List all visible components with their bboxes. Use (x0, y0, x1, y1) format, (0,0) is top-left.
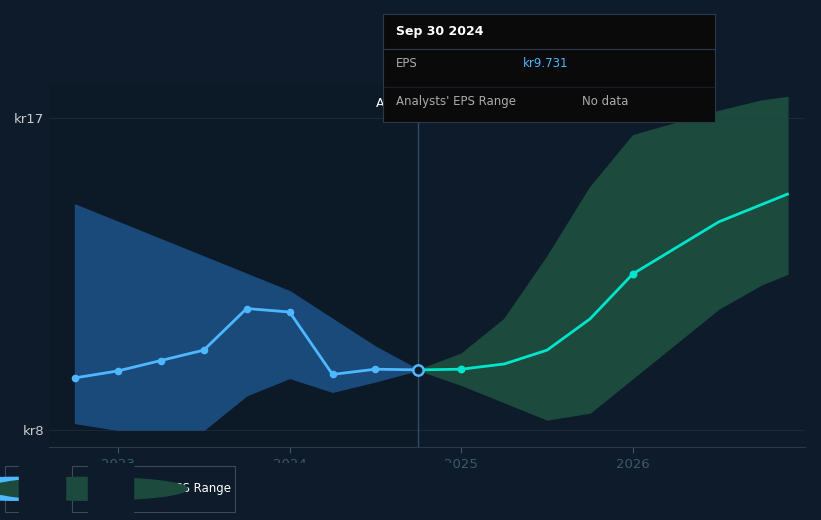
Text: No data: No data (582, 95, 629, 108)
Point (455, 365, 468, 373)
FancyBboxPatch shape (72, 466, 235, 512)
Bar (88, 465, 133, 512)
Bar (20, 465, 65, 512)
Text: EPS: EPS (43, 483, 65, 495)
Point (283, 308, 296, 316)
Point (68, 374, 81, 382)
Text: Analysts Forecasts: Analysts Forecasts (422, 97, 538, 110)
Text: Analysts' EPS Range: Analysts' EPS Range (397, 95, 516, 108)
Point (154, 356, 167, 365)
Point (112, 367, 125, 375)
Text: Sep 30 2024: Sep 30 2024 (397, 25, 484, 38)
Text: Actual: Actual (376, 97, 415, 110)
Circle shape (0, 477, 187, 500)
FancyBboxPatch shape (5, 466, 63, 512)
Bar (49, 83, 419, 447)
Text: Analysts' EPS Range: Analysts' EPS Range (111, 483, 231, 495)
Circle shape (0, 477, 119, 500)
Point (240, 304, 253, 313)
Point (369, 365, 382, 373)
Point (326, 370, 339, 379)
Text: kr9.731: kr9.731 (522, 57, 568, 70)
Text: EPS: EPS (397, 57, 418, 70)
Point (197, 346, 210, 354)
Point (626, 270, 640, 278)
Point (412, 366, 425, 374)
